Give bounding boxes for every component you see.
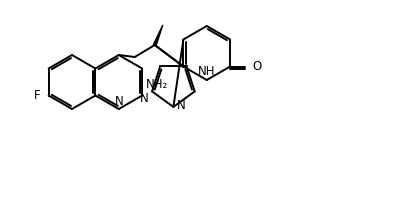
- Text: F: F: [34, 89, 41, 102]
- Text: O: O: [252, 60, 261, 73]
- Text: N: N: [176, 99, 185, 112]
- Polygon shape: [153, 25, 163, 45]
- Text: N: N: [140, 93, 149, 105]
- Text: NH₂: NH₂: [146, 78, 168, 90]
- Text: NH: NH: [198, 65, 215, 78]
- Text: N: N: [114, 95, 123, 108]
